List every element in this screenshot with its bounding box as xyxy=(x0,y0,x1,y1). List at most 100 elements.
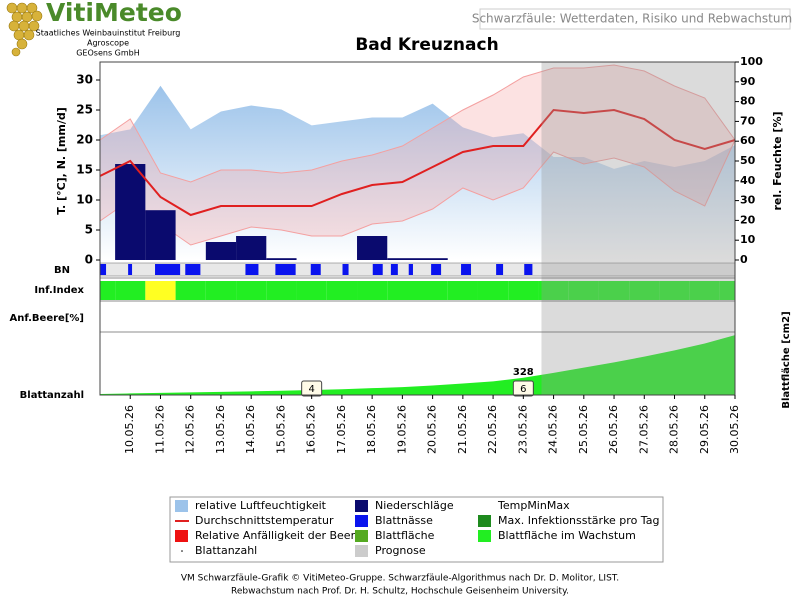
leaf-wetness xyxy=(342,264,349,275)
inf-cell xyxy=(205,281,237,300)
x-tick-label: 26.05.26 xyxy=(607,405,620,454)
inf-cell xyxy=(357,281,388,300)
x-tick-label: 15.05.26 xyxy=(274,405,287,454)
legend-swatch xyxy=(355,515,368,527)
legend-box xyxy=(169,496,664,563)
inf-cell xyxy=(598,281,630,300)
temp-max xyxy=(99,64,736,183)
x-tick-label: 16.05.26 xyxy=(305,405,318,454)
x-tick-label: 30.05.26 xyxy=(728,405,741,454)
legend-swatch xyxy=(478,515,491,527)
inf-cell xyxy=(417,281,448,300)
y-tick-label: 10 xyxy=(76,193,93,207)
y2-tick-label: 60 xyxy=(740,134,756,147)
row-label: BN xyxy=(54,265,70,276)
inf-cell xyxy=(236,281,267,300)
row-label: Blattanzahl xyxy=(20,390,84,401)
leaf-wetness xyxy=(185,264,201,275)
y2-tick-label: 80 xyxy=(740,95,756,108)
x-tick-label: 13.05.26 xyxy=(214,405,227,454)
inf-cell xyxy=(508,281,539,300)
inf-cell xyxy=(719,281,735,300)
x-tick-label: 19.05.26 xyxy=(395,405,408,454)
y-tick-label: 0 xyxy=(85,253,93,267)
x-tick-label: 10.05.26 xyxy=(123,405,136,454)
x-tick-label: 22.05.26 xyxy=(486,405,499,454)
inf-cell xyxy=(145,281,176,300)
x-tick-label: 27.05.26 xyxy=(637,405,650,454)
y2-tick-label: 10 xyxy=(740,233,756,246)
legend-swatch xyxy=(355,500,368,512)
leaf-area xyxy=(100,335,735,395)
y2-tick-label: 50 xyxy=(740,154,756,167)
precip-bar xyxy=(417,258,448,260)
plot-frame xyxy=(99,61,736,396)
inf-cell xyxy=(629,281,660,300)
x-tick-label: 18.05.26 xyxy=(365,405,378,454)
inf-cell xyxy=(477,281,509,300)
legend-label: Durchschnittstemperatur xyxy=(195,514,334,527)
precip-bar xyxy=(266,258,297,260)
legend-label: Blattnässe xyxy=(375,514,433,527)
x-tick-label: 14.05.26 xyxy=(244,405,257,454)
legend-swatch xyxy=(355,530,368,542)
leaf-wetness xyxy=(155,264,181,275)
legend-label: Niederschläge xyxy=(375,499,454,512)
footer: Rebwachstum nach Prof. Dr. H. Schultz, H… xyxy=(231,587,569,597)
logo-grapes xyxy=(6,2,43,57)
leaf-wetness xyxy=(310,264,321,275)
inf-cell xyxy=(689,281,720,300)
x-tick-label: 11.05.26 xyxy=(153,405,166,454)
org: Agroscope xyxy=(87,39,129,48)
x-tick-label: 21.05.26 xyxy=(456,405,469,454)
org: Staatliches Weinbauinstitut Freiburg xyxy=(36,29,181,38)
precip-bar xyxy=(205,242,237,260)
leaf-count-label: 4 xyxy=(308,384,314,395)
legend-label: Blattanzahl xyxy=(195,544,257,557)
inf-cell xyxy=(538,281,569,300)
inf-cell xyxy=(175,281,206,300)
chart-title: Bad Kreuznach xyxy=(355,35,498,55)
y-tick-label: 25 xyxy=(76,103,93,117)
legend-label: Max. Infektionsstärke pro Tag xyxy=(498,514,659,527)
leaf-area-label: 328 xyxy=(513,367,534,378)
footer: VM Schwarzfäule-Grafik © VitiMeteo-Grupp… xyxy=(181,574,619,584)
forecast xyxy=(541,62,735,395)
legend-swatch xyxy=(355,545,368,557)
y2-axis-label: rel. Feuchte [%] xyxy=(771,112,784,211)
subtitle: Schwarzfäule: Wetterdaten, Risiko und Re… xyxy=(472,12,792,26)
x-tick-label: 25.05.26 xyxy=(577,405,590,454)
y2-tick-label: 20 xyxy=(740,213,756,226)
x-tick-label: 28.05.26 xyxy=(668,405,681,454)
precip-bar xyxy=(145,210,176,260)
inf-cell xyxy=(447,281,478,300)
y-tick-label: 15 xyxy=(76,163,93,177)
leaf-wetness xyxy=(496,264,504,275)
legend-label: relative Luftfeuchtigkeit xyxy=(195,499,327,512)
inf-cell xyxy=(266,281,297,300)
y2-tick-label: 100 xyxy=(740,55,763,68)
y2-tick-label: 40 xyxy=(740,174,756,187)
leaf-axis-label: Blattfläche [cm2] xyxy=(781,311,792,408)
subtitle-box xyxy=(479,8,791,30)
y2-tick-label: 90 xyxy=(740,75,756,88)
legend-swatch xyxy=(175,500,188,512)
precip-bar xyxy=(236,236,267,260)
leaf-wetness xyxy=(128,264,133,275)
leaf-wetness xyxy=(372,264,383,275)
leaf-wetness xyxy=(390,264,398,275)
inf-cell xyxy=(100,281,116,300)
legend-swatch xyxy=(181,550,183,552)
legend-swatch xyxy=(478,530,491,542)
inf-cell xyxy=(387,281,418,300)
temp-min xyxy=(99,139,736,246)
leaf-wetness xyxy=(461,264,472,275)
leaf-wetness xyxy=(275,264,296,275)
leaf-count-label: 6 xyxy=(520,384,526,395)
inf-cell xyxy=(115,281,146,300)
y-tick-label: 20 xyxy=(76,133,93,147)
temp-line xyxy=(99,108,736,217)
y-tick-label: 30 xyxy=(76,73,93,87)
y-axis-label: T. [°C], N. [mm/d] xyxy=(55,107,68,215)
